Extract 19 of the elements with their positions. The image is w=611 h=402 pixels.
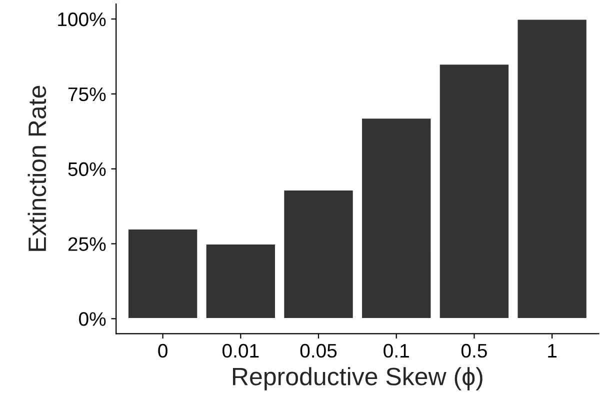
x-tick-label: 0.01 bbox=[222, 344, 259, 358]
y-tick-label: 25% bbox=[68, 237, 106, 251]
x-tick-label: 0.05 bbox=[300, 344, 337, 358]
x-tick-label: 1 bbox=[548, 344, 557, 358]
x-tick-label: 0 bbox=[158, 344, 168, 358]
bar bbox=[516, 18, 588, 320]
y-tick-label: 0% bbox=[79, 312, 106, 326]
bar bbox=[127, 228, 199, 320]
y-tick-label: 75% bbox=[68, 87, 106, 102]
x-tick-label: 0.1 bbox=[384, 344, 409, 358]
y-axis-title: Extinction Rate bbox=[28, 86, 46, 251]
bar bbox=[438, 63, 510, 320]
bar bbox=[360, 117, 432, 320]
y-tick-label: 50% bbox=[68, 162, 106, 176]
bar bbox=[204, 243, 276, 320]
x-tick-label: 0.5 bbox=[461, 344, 487, 358]
x-axis-title: Reproductive Skew (ϕ) bbox=[233, 367, 482, 390]
y-tick-label: 100% bbox=[58, 12, 106, 26]
bar bbox=[282, 189, 354, 320]
